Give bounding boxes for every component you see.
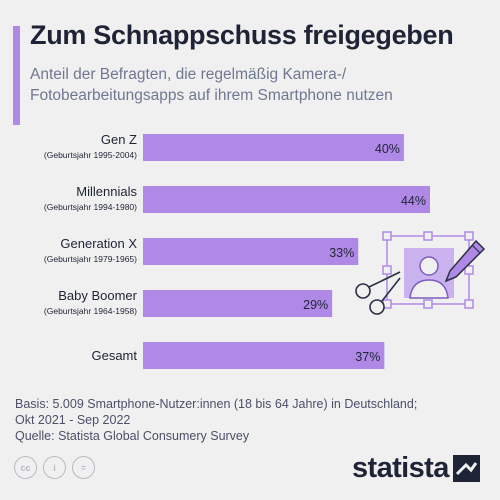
category-label: Millennials: [76, 184, 137, 199]
person-portrait-icon: [404, 248, 454, 299]
title-accent-bar: [13, 26, 20, 125]
nd-icon[interactable]: =: [72, 456, 95, 479]
subtitle-line: Anteil der Befragten, die regelmäßig Kam…: [30, 66, 347, 83]
data-label: 44%: [401, 194, 426, 208]
category-label: Baby Boomer: [58, 288, 137, 303]
chart-subtitle: Anteil der Befragten, die regelmäßig Kam…: [30, 64, 470, 106]
category-label: Gesamt: [91, 348, 137, 363]
logo-mark-icon: [452, 455, 480, 482]
footer-basis-line: Okt 2021 - Sep 2022: [15, 413, 131, 427]
statista-logo[interactable]: statista: [352, 452, 480, 485]
data-label: 33%: [329, 246, 354, 260]
category-sublabel: (Geburtsjahr 1964-1958): [44, 306, 137, 316]
category-sublabel: (Geburtsjahr 1979-1965): [44, 254, 137, 264]
brand-name: statista: [352, 452, 449, 484]
by-icon[interactable]: i: [43, 456, 66, 479]
bar: [143, 238, 359, 265]
subtitle-line: Fotobearbeitungsapps auf ihrem Smartphon…: [30, 87, 393, 104]
category-label: Gen Z: [101, 132, 137, 147]
footer-basis-line: Basis: 5.009 Smartphone-Nutzer:innen (18…: [15, 397, 418, 411]
chart-footer: Basis: 5.009 Smartphone-Nutzer:innen (18…: [15, 396, 485, 444]
data-label: 37%: [355, 350, 380, 364]
license-icons: cc i =: [14, 456, 95, 479]
chart-title: Zum Schnappschuss freigegeben: [30, 20, 454, 50]
data-label: 40%: [375, 142, 400, 156]
scissors-icon: [355, 271, 401, 315]
pencil-icon: [444, 239, 486, 283]
bar: [143, 134, 404, 161]
footer-source: Quelle: Statista Global Consumery Survey: [15, 429, 250, 443]
bar: [143, 342, 385, 369]
category-sublabel: (Geburtsjahr 1995-2004): [44, 150, 137, 160]
category-sublabel: (Geburtsjahr 1994-1980): [44, 202, 137, 212]
bar: [143, 290, 333, 317]
category-label: Generation X: [60, 236, 137, 251]
photo-edit-icon: [355, 231, 486, 315]
cc-icon[interactable]: cc: [14, 456, 37, 479]
bar: [143, 186, 430, 213]
data-label: 29%: [303, 298, 328, 312]
